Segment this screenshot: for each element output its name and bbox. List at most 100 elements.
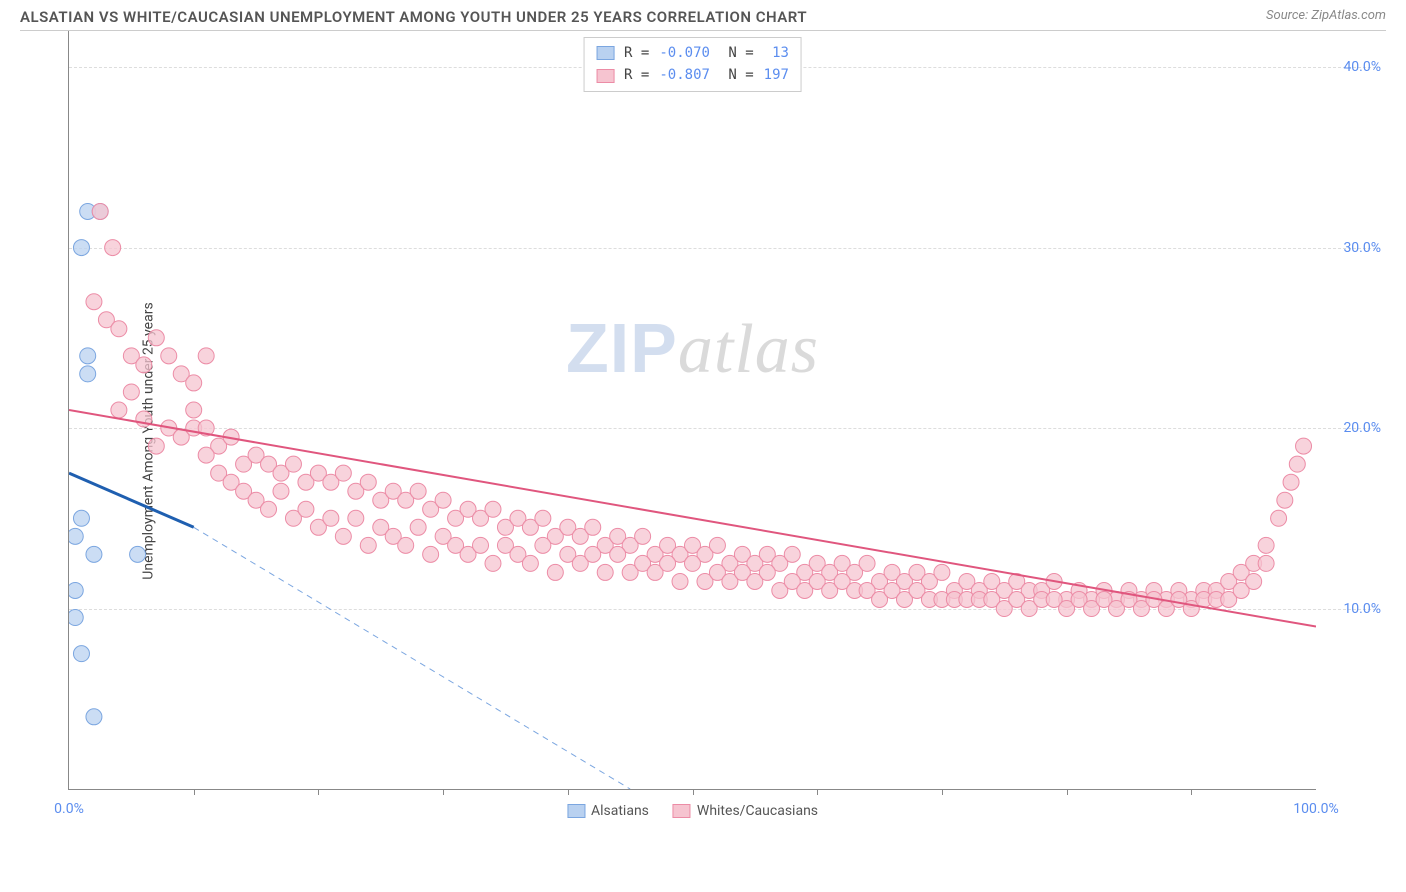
data-point: [148, 330, 164, 346]
data-point: [1277, 492, 1293, 508]
swatch-bottom-whites: [673, 804, 691, 818]
data-point: [1283, 474, 1299, 490]
data-point: [348, 510, 364, 526]
data-point: [410, 483, 426, 499]
data-point: [1296, 438, 1312, 454]
xtick: [1067, 789, 1068, 795]
data-point: [535, 510, 551, 526]
data-point: [73, 240, 89, 256]
data-point: [111, 402, 127, 418]
data-point: [73, 510, 89, 526]
ytick-label: 20.0%: [1343, 420, 1381, 436]
trend-line: [69, 410, 1316, 627]
data-point: [123, 384, 139, 400]
data-point: [934, 564, 950, 580]
data-point: [161, 348, 177, 364]
series-legend: Alsatians Whites/Caucasians: [567, 803, 818, 819]
trend-line-dashed: [194, 527, 630, 789]
r-value-whites: -0.807: [659, 64, 710, 86]
data-point: [335, 465, 351, 481]
data-point: [1289, 456, 1305, 472]
ytick-label: 40.0%: [1343, 59, 1381, 75]
n-value-alsatians: 13: [764, 42, 789, 64]
data-point: [1258, 537, 1274, 553]
data-point: [485, 501, 501, 517]
xtick: [194, 789, 195, 795]
data-point: [585, 519, 601, 535]
xtick: [443, 789, 444, 795]
data-point: [136, 357, 152, 373]
data-point: [285, 456, 301, 472]
data-point: [86, 709, 102, 725]
xtick-label-right: 100.0%: [1293, 801, 1338, 817]
data-point: [198, 447, 214, 463]
legend-row-alsatians: R = -0.070 N = 13: [596, 42, 789, 64]
ytick-label: 10.0%: [1343, 601, 1381, 617]
data-point: [80, 366, 96, 382]
chart-container: Unemployment Among Youth under 25 years …: [20, 30, 1386, 850]
chart-title: ALSATIAN VS WHITE/CAUCASIAN UNEMPLOYMENT…: [20, 8, 807, 26]
xtick: [318, 789, 319, 795]
data-point: [69, 582, 83, 598]
correlation-legend: R = -0.070 N = 13 R = -0.807 N = 197: [583, 37, 802, 92]
data-point: [360, 474, 376, 490]
swatch-whites: [596, 69, 614, 83]
data-point: [784, 546, 800, 562]
data-point: [672, 573, 688, 589]
data-point: [186, 402, 202, 418]
data-point: [635, 528, 651, 544]
data-point: [261, 501, 277, 517]
data-point: [148, 438, 164, 454]
data-point: [298, 501, 314, 517]
plot-svg: [69, 31, 1316, 789]
data-point: [323, 510, 339, 526]
data-point: [547, 564, 563, 580]
data-point: [186, 375, 202, 391]
data-point: [86, 546, 102, 562]
data-point: [610, 546, 626, 562]
xtick: [942, 789, 943, 795]
legend-item-alsatians: Alsatians: [567, 803, 649, 819]
data-point: [1271, 510, 1287, 526]
data-point: [522, 555, 538, 571]
xtick: [693, 789, 694, 795]
data-point: [473, 537, 489, 553]
data-point: [130, 546, 146, 562]
data-point: [335, 528, 351, 544]
xtick: [568, 789, 569, 795]
data-point: [111, 321, 127, 337]
data-point: [535, 537, 551, 553]
data-point: [685, 555, 701, 571]
data-point: [86, 294, 102, 310]
data-point: [410, 519, 426, 535]
data-point: [360, 537, 376, 553]
n-value-whites: 197: [764, 64, 789, 86]
data-point: [105, 240, 121, 256]
legend-item-whites: Whites/Caucasians: [673, 803, 818, 819]
data-point: [80, 348, 96, 364]
data-point: [198, 348, 214, 364]
r-value-alsatians: -0.070: [659, 42, 710, 64]
data-point: [759, 564, 775, 580]
data-point: [709, 537, 725, 553]
data-point: [1258, 555, 1274, 571]
xtick: [817, 789, 818, 795]
data-point: [597, 564, 613, 580]
swatch-alsatians: [596, 46, 614, 60]
data-point: [859, 555, 875, 571]
legend-row-whites: R = -0.807 N = 197: [596, 64, 789, 86]
data-point: [69, 528, 83, 544]
legend-label-whites: Whites/Caucasians: [697, 803, 818, 819]
data-point: [435, 492, 451, 508]
data-point: [423, 546, 439, 562]
plot-area: ZIPatlas R = -0.070 N = 13 R = -0.807 N …: [68, 31, 1316, 790]
swatch-bottom-alsatians: [567, 804, 585, 818]
data-point: [485, 555, 501, 571]
ytick-label: 30.0%: [1343, 240, 1381, 256]
data-point: [92, 203, 108, 219]
data-point: [73, 646, 89, 662]
data-point: [1246, 573, 1262, 589]
xtick: [1191, 789, 1192, 795]
data-point: [69, 610, 83, 626]
data-point: [273, 483, 289, 499]
